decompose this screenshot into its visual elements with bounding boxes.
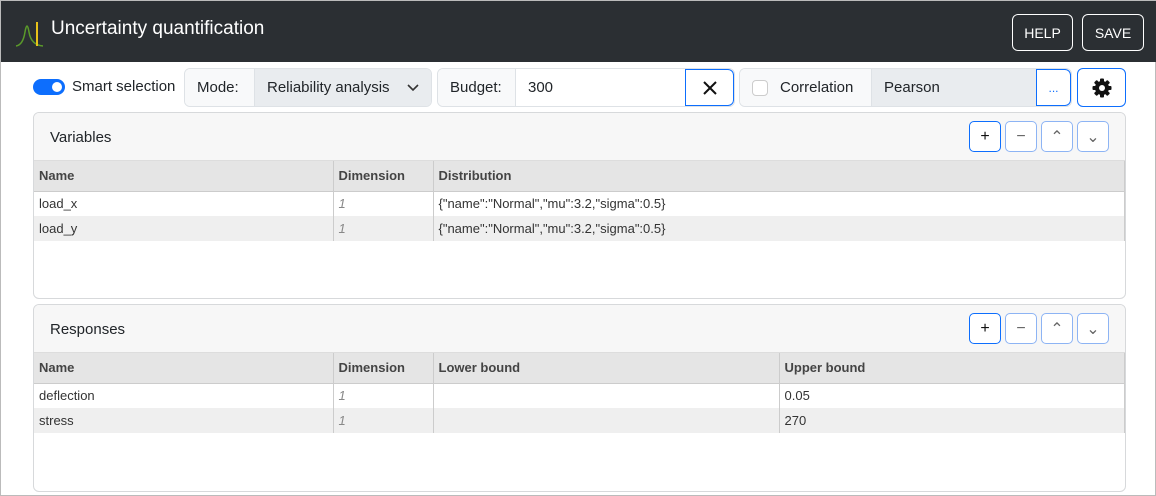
cell[interactable]: 0.05 xyxy=(779,383,1125,408)
cell[interactable]: 270 xyxy=(779,408,1125,433)
column-header[interactable]: Name xyxy=(34,161,334,192)
move-up-response-button[interactable]: ⌃ xyxy=(1041,313,1073,344)
table-row[interactable]: load_y 1 {"name":"Normal","mu":3.2,"sigma"… xyxy=(34,216,1125,241)
column-header[interactable]: Dimension xyxy=(333,353,434,384)
help-button[interactable]: HELP xyxy=(1012,14,1073,51)
app-title: Uncertainty quantification xyxy=(51,18,265,39)
cell[interactable]: stress xyxy=(34,408,334,433)
move-down-response-button[interactable]: ⌄ xyxy=(1077,313,1109,344)
smart-selection-toggle[interactable] xyxy=(33,79,65,95)
cell[interactable]: {"name":"Normal","mu":3.2,"sigma":0.5} xyxy=(433,216,1125,241)
column-header[interactable]: Lower bound xyxy=(433,353,780,384)
table-row[interactable]: deflection 1 0.05 xyxy=(34,383,1125,408)
variables-table: Name Dimension Distribution load_x 1 {"name"… xyxy=(34,161,1125,241)
clear-budget-button[interactable] xyxy=(685,69,734,106)
cell[interactable] xyxy=(433,383,780,408)
add-variable-button[interactable]: + xyxy=(969,121,1001,152)
table-row[interactable]: stress 1 270 xyxy=(34,408,1125,433)
correlation-value: Pearson xyxy=(872,69,1036,106)
mode-group: Mode: Reliability analysis xyxy=(184,68,432,107)
variables-panel: Variables + − ⌃ ⌄ Name Dimension Distribut… xyxy=(33,112,1126,299)
close-icon xyxy=(702,80,717,95)
budget-label: Budget: xyxy=(438,69,516,106)
correlation-group: Correlation Pearson ... xyxy=(739,68,1072,107)
correlation-label: Correlation xyxy=(780,79,854,96)
remove-variable-button[interactable]: − xyxy=(1005,121,1037,152)
move-down-variable-button[interactable]: ⌄ xyxy=(1077,121,1109,152)
budget-input[interactable]: 300 xyxy=(516,69,685,106)
responses-table: Name Dimension Lower bound Upper bound defl… xyxy=(34,353,1125,433)
cell[interactable]: 1 xyxy=(333,216,434,241)
remove-response-button[interactable]: − xyxy=(1005,313,1037,344)
correlation-more-button[interactable]: ... xyxy=(1036,69,1071,106)
variables-title: Variables xyxy=(50,129,112,146)
cell[interactable]: 1 xyxy=(333,408,434,433)
gear-icon xyxy=(1092,78,1111,97)
chevron-down-icon xyxy=(407,83,419,91)
settings-button[interactable] xyxy=(1077,68,1126,107)
responses-title: Responses xyxy=(50,321,126,338)
cell[interactable]: load_x xyxy=(34,191,334,216)
budget-group: Budget: 300 xyxy=(437,68,735,107)
responses-panel: Responses + − ⌃ ⌄ Name Dimension Lower bou… xyxy=(33,304,1126,492)
cell[interactable] xyxy=(433,408,780,433)
column-header[interactable]: Distribution xyxy=(433,161,1125,192)
move-up-variable-button[interactable]: ⌃ xyxy=(1041,121,1073,152)
mode-label: Mode: xyxy=(185,69,255,106)
column-header[interactable]: Name xyxy=(34,353,334,384)
column-header[interactable]: Upper bound xyxy=(779,353,1125,384)
mode-value: Reliability analysis xyxy=(267,79,390,96)
correlation-checkbox[interactable] xyxy=(752,79,768,96)
mode-select[interactable]: Reliability analysis xyxy=(255,69,431,106)
cell[interactable]: {"name":"Normal","mu":3.2,"sigma":0.5} xyxy=(433,191,1125,216)
app-header: Uncertainty quantification HELP SAVE xyxy=(1,1,1156,62)
add-response-button[interactable]: + xyxy=(969,313,1001,344)
cell[interactable]: 1 xyxy=(333,383,434,408)
cell[interactable]: load_y xyxy=(34,216,334,241)
cell[interactable]: deflection xyxy=(34,383,334,408)
table-row[interactable]: load_x 1 {"name":"Normal","mu":3.2,"sigma"… xyxy=(34,191,1125,216)
cell[interactable]: 1 xyxy=(333,191,434,216)
save-button[interactable]: SAVE xyxy=(1082,14,1144,51)
logo-icon xyxy=(15,22,44,47)
smart-selection-label: Smart selection xyxy=(72,78,176,95)
column-header[interactable]: Dimension xyxy=(333,161,434,192)
